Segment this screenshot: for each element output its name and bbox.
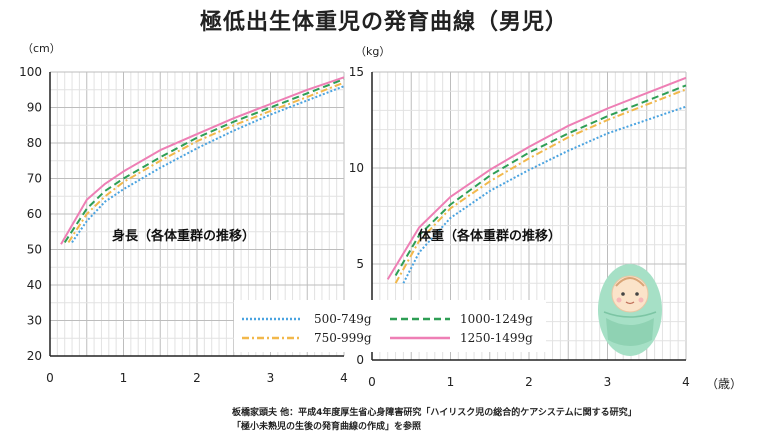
legend-label-500-749g: 500-749g xyxy=(314,312,372,326)
y-tick-label: 80 xyxy=(27,136,42,150)
series-line-500-749g xyxy=(402,105,687,284)
series-line-500-749g xyxy=(71,85,345,243)
y-tick-label: 10 xyxy=(349,161,364,175)
y-tick-label: 20 xyxy=(27,349,42,363)
legend-label-1250-1499g: 1250-1499g xyxy=(460,331,533,345)
x-tick-label: 0 xyxy=(368,375,376,389)
x-tick-label: 1 xyxy=(447,375,455,389)
series-line-1250-1499g xyxy=(60,76,345,245)
x-tick-label: 2 xyxy=(193,371,201,385)
credit-line-2: 「極小未熟児の生後の発育曲線の作成」を参照 xyxy=(232,422,422,432)
series-line-750-999g xyxy=(67,81,345,243)
series-line-1000-1249g xyxy=(394,84,687,277)
y-tick-label: 0 xyxy=(356,353,364,367)
credit-line-1: 板橋家頭夫 他：平成4年度厚生省心身障害研究「ハイリスク児の総合的ケアシステムに… xyxy=(232,408,637,418)
x-tick-label: 4 xyxy=(340,371,348,385)
y-tick-label: 50 xyxy=(27,243,42,257)
legend-box xyxy=(234,300,546,352)
legend-label-1000-1249g: 1000-1249g xyxy=(460,312,533,326)
x-tick-label: 1 xyxy=(120,371,128,385)
y-tick-label: 100 xyxy=(19,65,42,79)
y-axis-unit: （kg） xyxy=(355,45,390,58)
y-tick-label: 60 xyxy=(27,207,42,221)
x-tick-label: 2 xyxy=(525,375,533,389)
x-tick-label: 3 xyxy=(604,375,612,389)
x-tick-label: 4 xyxy=(682,375,690,389)
baby-swaddled-icon xyxy=(598,264,662,356)
legend: 500-749g 750-999g 1000-1249g 1250-1499g xyxy=(234,300,546,352)
x-tick-label: 0 xyxy=(46,371,54,385)
series-line-750-999g xyxy=(394,88,687,284)
weight-chart: 0 1 2 3 4 0 5 10 15 （kg） 体重（各体重群の推移） xyxy=(349,45,690,389)
series-line-1250-1499g xyxy=(386,76,687,280)
y-tick-label: 90 xyxy=(27,101,42,115)
x-tick-label: 3 xyxy=(267,371,275,385)
y-axis-unit: （cm） xyxy=(22,42,61,55)
y-tick-label: 70 xyxy=(27,172,42,186)
y-tick-label: 30 xyxy=(27,314,42,328)
y-tick-label: 5 xyxy=(356,257,364,271)
legend-label-750-999g: 750-999g xyxy=(314,331,372,345)
chart-inner-label: 体重（各体重群の推移） xyxy=(418,228,561,244)
x-axis-unit: （歳） xyxy=(706,377,742,391)
chart-inner-label: 身長（各体重群の推移） xyxy=(112,228,255,244)
chart-title: 極低出生体重児の発育曲線（男児） xyxy=(199,10,568,35)
y-tick-label: 40 xyxy=(27,278,42,292)
y-tick-label: 15 xyxy=(349,65,364,79)
